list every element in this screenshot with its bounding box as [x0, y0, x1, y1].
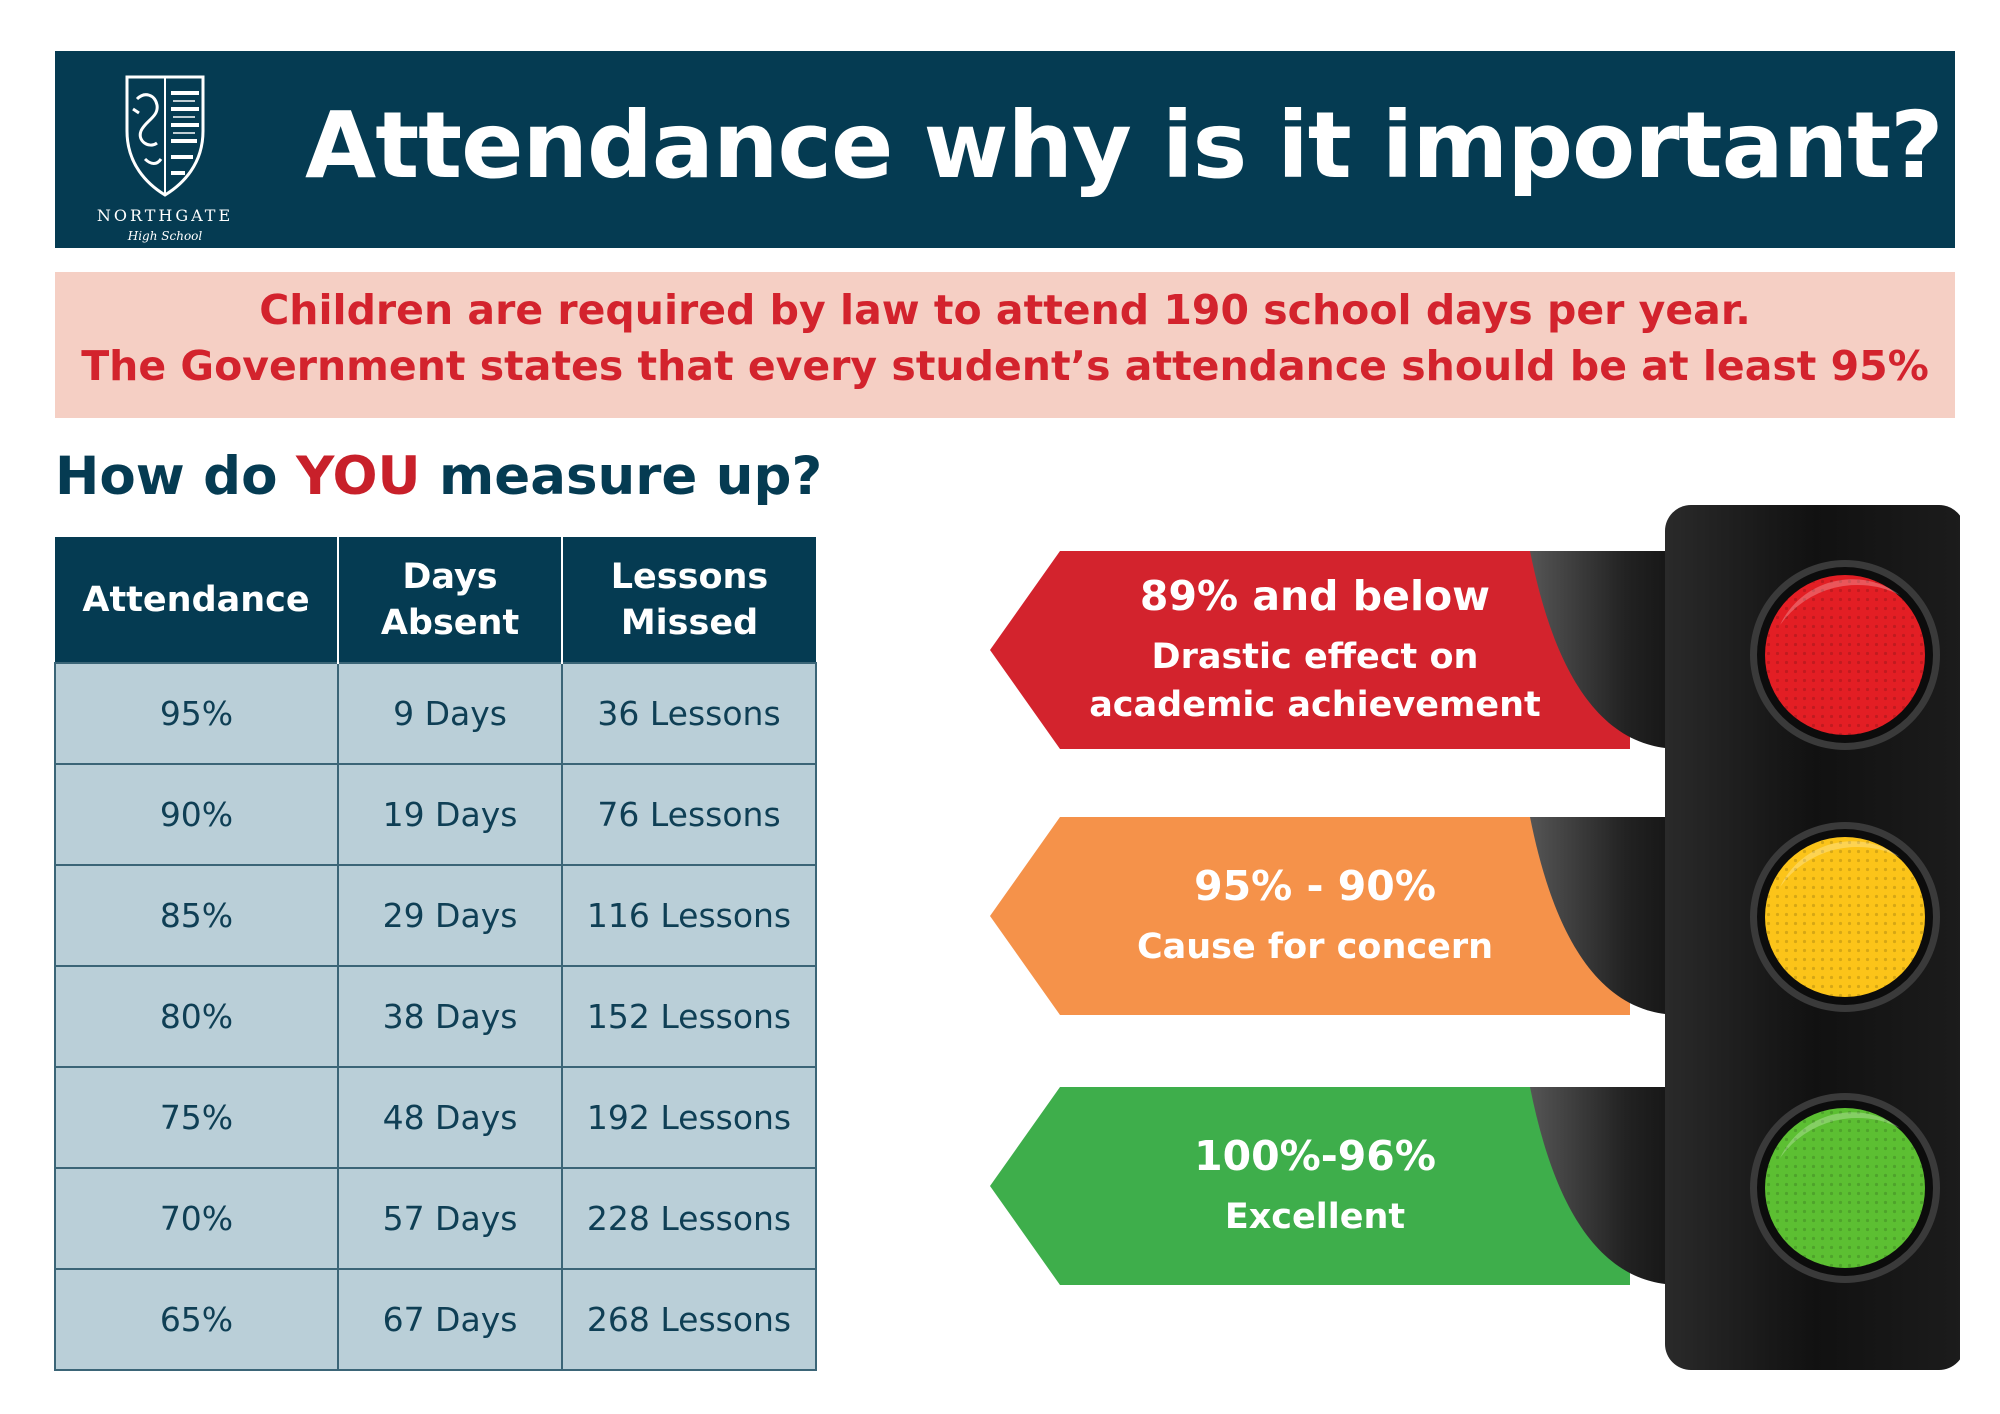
cell-days: 19 Days: [337, 763, 563, 866]
lamp-hood: [1530, 1087, 1690, 1285]
school-logo: NORTHGATE High School: [75, 69, 255, 243]
band-description: Cause for concern: [1136, 927, 1494, 967]
cell-lessons: 228 Lessons: [561, 1167, 817, 1270]
heading-accent: YOU: [295, 446, 421, 507]
band-arrow: [990, 1087, 1630, 1285]
header-line: Attendance: [82, 579, 310, 620]
band-description: academic achievement: [1089, 685, 1541, 725]
band-range: 89% and below: [1139, 572, 1491, 620]
lamp-texture: [1765, 837, 1925, 997]
band-label: 89% and below Drastic effect on academic a…: [1050, 567, 1580, 729]
cell-attendance: 65%: [54, 1268, 339, 1371]
cell-attendance: 95%: [54, 662, 339, 765]
crest-icon: [125, 75, 205, 197]
cell-lessons: 192 Lessons: [561, 1066, 817, 1169]
band-arrow: [990, 551, 1630, 749]
cell-attendance: 70%: [54, 1167, 339, 1270]
table-row: 70% 57 Days 228 Lessons: [54, 1167, 817, 1270]
table-row: 95% 9 Days 36 Lessons: [54, 662, 817, 765]
traffic-light-svg: [990, 505, 1960, 1370]
cell-attendance: 90%: [54, 763, 339, 866]
attendance-table: Attendance Days Absent Lessons Missed 95% 9…: [54, 537, 817, 1371]
heading-suffix: measure up?: [420, 446, 823, 507]
cell-attendance: 75%: [54, 1066, 339, 1169]
cell-lessons: 116 Lessons: [561, 864, 817, 967]
cell-lessons: 152 Lessons: [561, 965, 817, 1068]
header-attendance: Attendance: [55, 537, 339, 663]
header-line: Lessons: [610, 556, 769, 597]
page-title: Attendance why is it important?: [305, 92, 1944, 199]
cell-days: 29 Days: [337, 864, 563, 967]
table-row: 90% 19 Days 76 Lessons: [54, 763, 817, 866]
table-row: 75% 48 Days 192 Lessons: [54, 1066, 817, 1169]
cell-attendance: 80%: [54, 965, 339, 1068]
header-lessons-missed: Lessons Missed: [562, 537, 816, 663]
law-banner: Children are required by law to attend 1…: [55, 272, 1955, 418]
band-range: 95% - 90%: [1194, 862, 1436, 910]
header-days-absent: Days Absent: [338, 537, 563, 663]
band-range: 100%-96%: [1194, 1132, 1436, 1180]
cell-lessons: 36 Lessons: [561, 662, 817, 765]
lamp-texture: [1765, 1108, 1925, 1268]
table-header-row: Attendance Days Absent Lessons Missed: [55, 537, 816, 663]
cell-days: 57 Days: [337, 1167, 563, 1270]
header-line: Absent: [380, 602, 520, 643]
banner-line-2: The Government states that every student…: [81, 342, 1929, 390]
cell-days: 38 Days: [337, 965, 563, 1068]
cell-lessons: 76 Lessons: [561, 763, 817, 866]
header-line: Missed: [620, 602, 759, 643]
lamp-hood: [1530, 551, 1690, 749]
cell-days: 67 Days: [337, 1268, 563, 1371]
band-label: 95% - 90% Cause for concern: [1050, 857, 1580, 971]
lamp-hood: [1530, 817, 1690, 1015]
cell-attendance: 85%: [54, 864, 339, 967]
logo-subtitle: High School: [127, 229, 203, 243]
section-heading: How do YOU measure up?: [55, 446, 822, 507]
cell-days: 9 Days: [337, 662, 563, 765]
band-label: 100%-96% Excellent: [1050, 1127, 1580, 1241]
cell-lessons: 268 Lessons: [561, 1268, 817, 1371]
band-description: Drastic effect on: [1151, 637, 1479, 677]
banner-line-1: Children are required by law to attend 1…: [259, 286, 1751, 334]
header-bar: NORTHGATE High School Attendance why is …: [55, 51, 1955, 248]
header-line: Days: [402, 556, 498, 597]
band-arrow: [990, 817, 1630, 1015]
cell-days: 48 Days: [337, 1066, 563, 1169]
logo-name: NORTHGATE: [96, 206, 234, 225]
table-row: 80% 38 Days 152 Lessons: [54, 965, 817, 1068]
traffic-light-graphic: 89% and below Drastic effect on academic a…: [990, 505, 1960, 1375]
table-row: 65% 67 Days 268 Lessons: [54, 1268, 817, 1371]
lamp-texture: [1765, 575, 1925, 735]
band-description: Excellent: [1224, 1197, 1406, 1237]
heading-prefix: How do: [55, 446, 296, 507]
table-row: 85% 29 Days 116 Lessons: [54, 864, 817, 967]
